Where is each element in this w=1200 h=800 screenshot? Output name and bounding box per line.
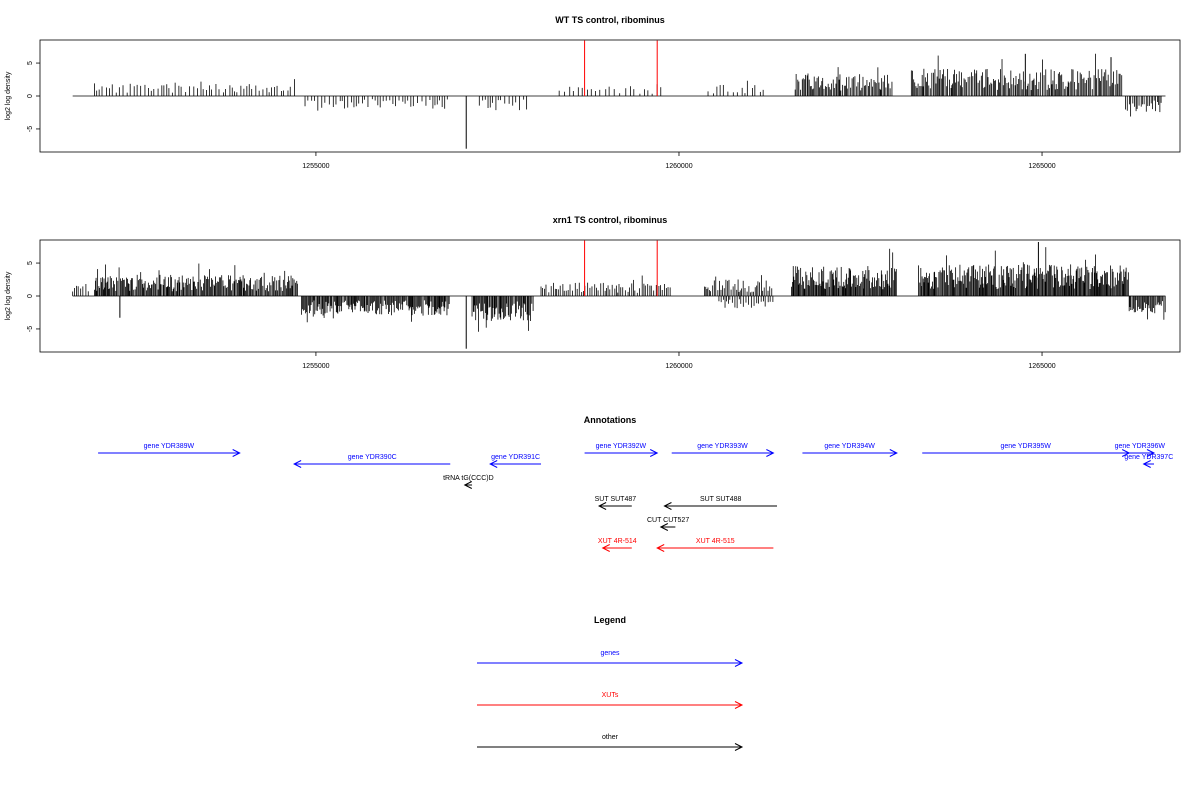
legend-panel: Legend genes XUTs other xyxy=(477,615,744,751)
annotation-arrowhead xyxy=(1146,449,1156,457)
annotation-label: XUT 4R-514 xyxy=(598,538,637,545)
y-tick-label: 0 xyxy=(27,294,34,298)
annotation-feature: gene YDR392W xyxy=(584,443,659,457)
annotation-label: tRNA tG(CCC)D xyxy=(443,475,494,482)
annotation-feature: gene YDR397C xyxy=(1124,454,1173,468)
annotation-arrowhead xyxy=(463,481,473,489)
annotation-arrowhead xyxy=(232,449,241,457)
annotation-feature: SUT SUT487 xyxy=(595,496,637,510)
annotation-arrowhead xyxy=(601,544,610,552)
annotation-arrowhead xyxy=(1142,460,1151,468)
xrn1-panel-axes: 5 0 -5 1255000 1260000 1265000 xyxy=(27,239,1181,370)
annotation-label: gene YDR397C xyxy=(1124,454,1173,461)
wt-panel-marks xyxy=(72,40,1166,149)
wt-panel-ylabel: log2 log density xyxy=(5,71,12,120)
xrn1-panel-ylabel: log2 log density xyxy=(5,271,12,320)
annotations-title: Annotations xyxy=(584,415,637,425)
annotation-feature: SUT SUT488 xyxy=(663,496,778,510)
legend-title: Legend xyxy=(594,615,626,625)
annotation-arrowhead xyxy=(656,544,665,552)
annotation-arrowhead xyxy=(659,523,669,531)
annotation-label: gene YDR396W xyxy=(1115,443,1166,450)
wt-panel: WT TS control, ribominus log2 log densit… xyxy=(5,15,1181,170)
annotation-feature: XUT 4R-514 xyxy=(598,538,637,552)
y-tick-label: -5 xyxy=(27,326,34,332)
y-tick-label: 5 xyxy=(27,61,34,65)
legend-entry: genes xyxy=(477,650,744,667)
annotation-label: gene YDR394W xyxy=(824,443,875,450)
legend-arrowhead xyxy=(734,701,744,709)
annotation-items: gene YDR389W gene YDR390C gene YDR391C gene… xyxy=(98,443,1173,552)
x-tick-label: 1260000 xyxy=(665,363,692,370)
annotation-feature: XUT 4R-515 xyxy=(656,538,774,552)
annotation-feature: gene YDR394W xyxy=(802,443,898,457)
annotation-arrowhead xyxy=(889,449,898,457)
annotation-label: gene YDR390C xyxy=(348,454,397,461)
wt-panel-axes: 5 0 -5 1255000 1260000 1265000 xyxy=(27,39,1181,170)
x-tick-label: 1260000 xyxy=(665,163,692,170)
annotation-feature: gene YDR390C xyxy=(293,454,451,468)
annotation-arrowhead xyxy=(766,449,775,457)
legend-label: other xyxy=(602,734,619,741)
annotation-arrowhead xyxy=(597,502,607,510)
annotation-label: gene YDR391C xyxy=(491,454,540,461)
annotation-label: gene YDR395W xyxy=(1000,443,1051,450)
annotation-label: SUT SUT487 xyxy=(595,496,637,503)
y-tick-label: 0 xyxy=(27,94,34,98)
annotation-label: XUT 4R-515 xyxy=(696,538,735,545)
annotation-label: gene YDR392W xyxy=(596,443,647,450)
legend-label: XUTs xyxy=(602,692,619,699)
annotation-feature: gene YDR389W xyxy=(98,443,241,457)
annotation-arrowhead xyxy=(649,449,659,457)
annotation-label: SUT SUT488 xyxy=(700,496,742,503)
annotation-label: gene YDR389W xyxy=(144,443,195,450)
legend-arrowhead xyxy=(734,659,744,667)
legend-entry: other xyxy=(477,734,744,751)
y-tick-label: -5 xyxy=(27,126,34,132)
wt-panel-title: WT TS control, ribominus xyxy=(555,15,665,25)
annotation-feature: gene YDR391C xyxy=(489,454,542,468)
annotation-arrowhead xyxy=(663,502,672,510)
annotation-label: CUT CUT527 xyxy=(647,517,689,524)
annotation-feature: gene YDR393W xyxy=(671,443,775,457)
legend-entry: XUTs xyxy=(477,692,744,709)
x-tick-label: 1265000 xyxy=(1028,363,1055,370)
annotation-arrowhead xyxy=(489,460,498,468)
annotation-feature: gene YDR395W xyxy=(922,443,1131,457)
xrn1-panel-title: xrn1 TS control, ribominus xyxy=(553,215,668,225)
annotation-feature: tRNA tG(CCC)D xyxy=(443,475,494,489)
annotation-feature: CUT CUT527 xyxy=(647,517,689,531)
x-tick-label: 1255000 xyxy=(302,363,329,370)
xrn1-panel-marks xyxy=(72,240,1166,349)
annotation-arrowhead xyxy=(293,460,302,468)
y-tick-label: 5 xyxy=(27,261,34,265)
annotation-label: gene YDR393W xyxy=(697,443,748,450)
annotation-feature: gene YDR396W xyxy=(1115,443,1166,457)
xrn1-panel: xrn1 TS control, ribominus log2 log dens… xyxy=(5,215,1181,370)
legend-label: genes xyxy=(600,650,620,657)
x-tick-label: 1255000 xyxy=(302,163,329,170)
legend-items: genes XUTs other xyxy=(477,650,744,751)
legend-arrowhead xyxy=(734,743,744,751)
x-tick-label: 1265000 xyxy=(1028,163,1055,170)
